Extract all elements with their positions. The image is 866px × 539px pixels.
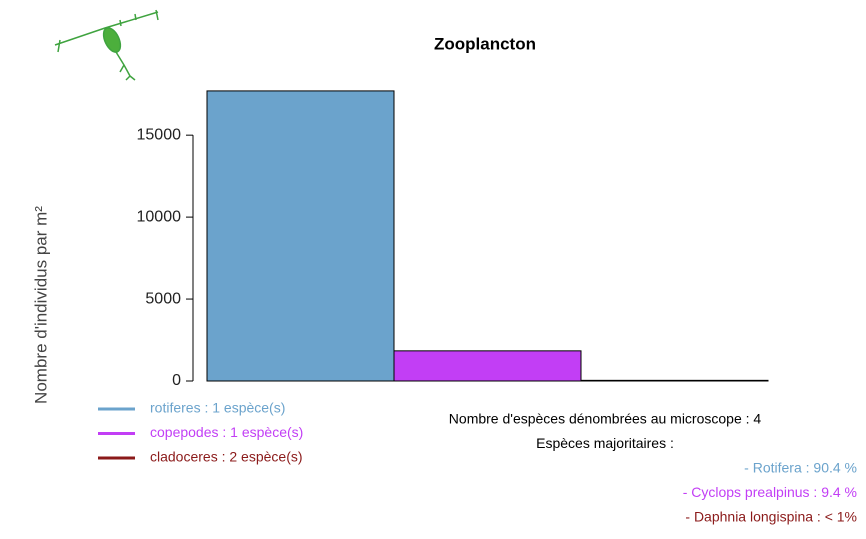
- legend-label: copepodes : 1 espèce(s): [150, 424, 303, 440]
- y-tick-label: 5000: [145, 290, 181, 307]
- legend-label: cladoceres : 2 espèce(s): [150, 449, 303, 465]
- y-tick-label: 15000: [137, 126, 182, 143]
- chart-title: Zooplancton: [434, 34, 536, 53]
- annotation: - Rotifera : 90.4 %: [744, 460, 857, 476]
- copepod-icon: [54, 9, 159, 81]
- annotation: Espèces majoritaires :: [536, 435, 674, 451]
- y-tick-label: 0: [172, 372, 181, 389]
- annotation: - Daphnia longispina : < 1%: [685, 509, 857, 525]
- y-axis-label: Nombre d'individus par m²: [31, 206, 50, 404]
- y-tick-label: 10000: [137, 208, 182, 225]
- bar: [393, 350, 582, 382]
- legend-label: rotiferes : 1 espèce(s): [150, 400, 285, 416]
- annotation: Nombre d'espèces dénombrées au microscop…: [449, 411, 762, 427]
- annotation: - Cyclops prealpinus : 9.4 %: [683, 484, 857, 500]
- bar: [206, 90, 395, 382]
